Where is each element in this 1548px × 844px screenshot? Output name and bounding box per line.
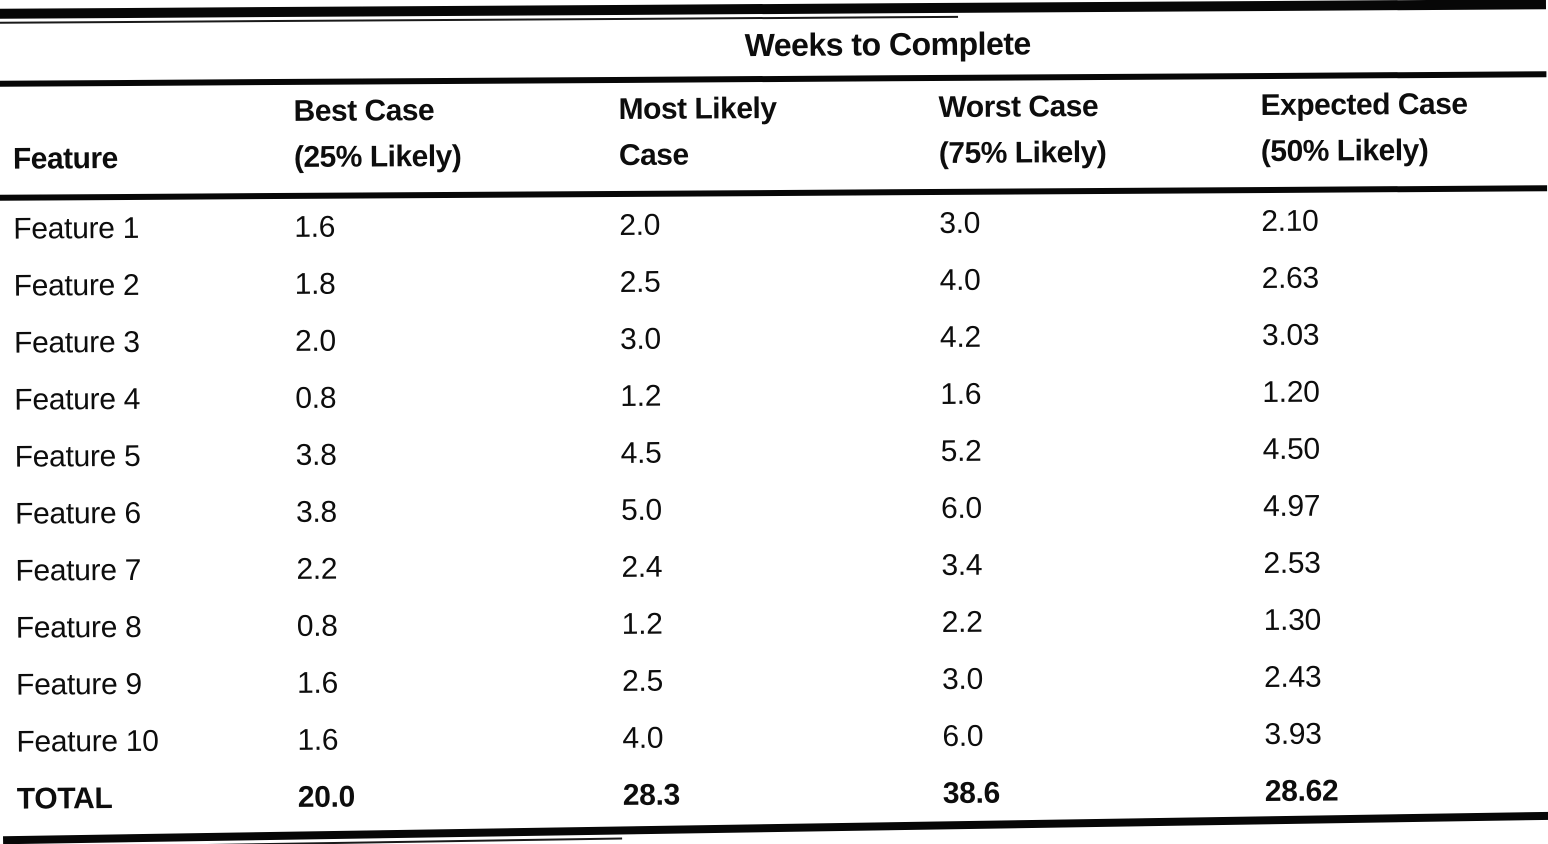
value-cell: 3.93: [1264, 717, 1322, 752]
value-cell: 3.03: [1261, 318, 1320, 353]
column-header-line: (25% Likely): [293, 139, 462, 174]
table-header-row: Feature Best Case (25% Likely) Most Like…: [0, 77, 1547, 194]
feature-cell: Feature 4: [14, 382, 141, 417]
value-cell: 2.4: [621, 550, 663, 584]
value-cell: 2.0: [619, 208, 661, 242]
value-cell: 0.8: [295, 381, 337, 415]
value-cell: 3.8: [295, 438, 337, 472]
value-cell: 4.2: [939, 320, 981, 354]
feature-cell: Feature 9: [16, 667, 142, 702]
feature-cell: Feature 2: [13, 268, 140, 303]
value-cell: 1.6: [940, 377, 982, 411]
value-cell: 3.0: [619, 322, 661, 356]
value-cell: 2.10: [1261, 204, 1319, 239]
column-header-best-case: Best Case (25% Likely): [293, 87, 619, 181]
table-row: Feature 10 1.6 4.0 6.0 3.93: [2, 704, 1548, 770]
value-cell: 2.63: [1261, 261, 1319, 296]
value-cell: 1.6: [297, 723, 339, 757]
feature-cell: Feature 7: [15, 553, 142, 588]
feature-cell: Feature 5: [14, 439, 141, 474]
table-row: Feature 3 2.0 3.0 4.2 3.03: [0, 305, 1548, 371]
table-row: Feature 7 2.2 2.4 3.4 2.53: [1, 533, 1548, 599]
table-title: Weeks to Complete: [744, 24, 1031, 63]
value-cell: 6.0: [940, 491, 982, 525]
column-header-feature: Feature: [12, 142, 118, 176]
table-row: Feature 6 3.8 5.0 6.0 4.97: [1, 476, 1548, 542]
total-value-cell: 38.6: [942, 776, 1001, 810]
value-cell: 2.5: [621, 664, 664, 698]
feature-cell: Feature 10: [16, 724, 159, 759]
total-value-cell: 28.3: [622, 778, 681, 812]
value-cell: 4.97: [1262, 489, 1321, 524]
table-row: Feature 1 1.6 2.0 3.0 2.10: [0, 191, 1547, 257]
value-cell: 0.8: [296, 609, 338, 643]
value-cell: 1.6: [294, 210, 336, 244]
value-cell: 4.0: [622, 721, 664, 755]
value-cell: 4.50: [1262, 432, 1320, 467]
total-value-cell: 20.0: [297, 780, 356, 814]
total-label-cell: TOTAL: [16, 782, 113, 816]
value-cell: 4.5: [620, 436, 662, 470]
value-cell: 5.2: [940, 434, 982, 468]
table-row: Feature 2 1.8 2.5 4.0 2.63: [0, 248, 1548, 314]
value-cell: 2.2: [296, 552, 338, 586]
value-cell: 1.2: [620, 379, 662, 413]
total-value-cell: 28.62: [1264, 774, 1339, 809]
column-header-line: Expected Case: [1260, 87, 1468, 123]
value-cell: 3.0: [941, 662, 984, 696]
value-cell: 2.43: [1263, 660, 1322, 695]
column-header-line: Case: [618, 138, 689, 172]
feature-cell: Feature 1: [13, 211, 140, 246]
table-row: Feature 4 0.8 1.2 1.6 1.20: [0, 362, 1548, 428]
value-cell: 1.20: [1262, 375, 1320, 410]
value-cell: 2.5: [619, 265, 661, 299]
value-cell: 4.0: [939, 263, 981, 297]
value-cell: 3.4: [941, 548, 983, 582]
value-cell: 2.0: [294, 324, 336, 358]
column-header-line: (75% Likely): [938, 135, 1107, 170]
column-header-line: Most Likely: [618, 91, 777, 126]
table-row: Feature 8 0.8 1.2 2.2 1.30: [2, 590, 1548, 656]
value-cell: 2.2: [941, 605, 983, 639]
value-cell: 3.8: [295, 495, 337, 529]
table-body: Feature 1 1.6 2.0 3.0 2.10 Feature 2 1.8…: [0, 191, 1548, 770]
value-cell: 1.8: [294, 267, 336, 301]
column-header-line: (50% Likely): [1260, 134, 1429, 169]
value-cell: 1.2: [621, 607, 663, 641]
spanner-spacer: [0, 48, 293, 50]
column-header-worst-case: Worst Case (75% Likely): [938, 83, 1261, 177]
value-cell: 2.53: [1263, 546, 1321, 581]
column-header-line: Worst Case: [938, 90, 1099, 124]
table-row: Feature 9 1.6 2.5 3.0 2.43: [2, 647, 1548, 713]
value-cell: 1.30: [1263, 603, 1322, 638]
value-cell: 6.0: [942, 719, 984, 753]
column-header-expected-case: Expected Case (50% Likely): [1260, 81, 1547, 175]
feature-cell: Feature 8: [15, 610, 142, 645]
value-cell: 5.0: [620, 493, 662, 527]
feature-cell: Feature 6: [14, 496, 141, 531]
column-header-most-likely: Most Likely Case: [618, 85, 939, 179]
table-row: Feature 5 3.8 4.5 5.2 4.50: [1, 419, 1548, 485]
value-cell: 1.6: [297, 666, 339, 700]
value-cell: 3.0: [939, 206, 981, 240]
feature-cell: Feature 3: [13, 325, 140, 360]
column-header-line: Best Case: [293, 94, 435, 128]
